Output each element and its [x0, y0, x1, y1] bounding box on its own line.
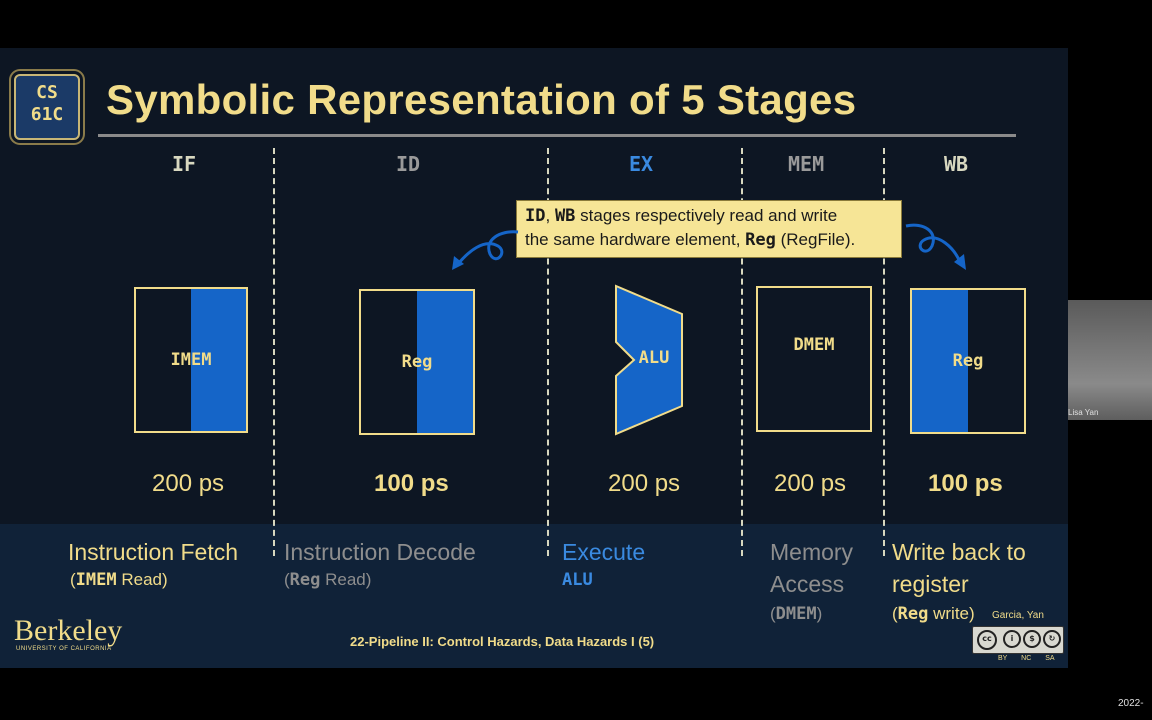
authors: Garcia, Yan — [992, 610, 1044, 621]
latency-if: 200 ps — [152, 470, 225, 497]
callout-line1: ID, WB stages respectively read and writ… — [525, 204, 893, 228]
alu-shape — [615, 284, 683, 436]
sub-wb-text: write) — [928, 604, 975, 623]
berkeley-logo: Berkeley — [14, 614, 123, 647]
callout-text2: the same hardware element, — [525, 230, 746, 249]
imem-fill — [191, 289, 246, 431]
stage-label-wb: WB — [944, 152, 969, 176]
desc-id: Instruction Decode — [284, 539, 476, 565]
bottom-band — [0, 524, 1068, 668]
divider-mem-wb — [883, 148, 885, 556]
reg-write-fill — [912, 290, 968, 432]
imem-box: IMEM — [134, 287, 248, 433]
nc-icon: $ — [1023, 630, 1041, 648]
divider-ex-mem — [741, 148, 743, 556]
reg-write-box: Reg — [910, 288, 1026, 434]
callout-text1: stages respectively read and write — [575, 206, 838, 225]
sub-id: (Reg Read) — [284, 570, 372, 590]
arrow-to-wb-icon — [905, 223, 966, 270]
stage-label-id: ID — [396, 152, 421, 176]
alu-label: ALU — [638, 348, 670, 368]
cc-circle-icon: cc — [977, 630, 997, 650]
callout-code-id: ID — [525, 206, 546, 226]
logo-text: CS 61C — [30, 82, 64, 125]
desc-if: Instruction Fetch — [68, 539, 239, 565]
slide-title: Symbolic Representation of 5 Stages — [106, 76, 857, 123]
callout-code-wb: WB — [554, 206, 576, 226]
callout-code-reg: Reg — [745, 230, 776, 250]
title-rule — [98, 134, 1016, 137]
by-icon: i — [1003, 630, 1021, 648]
sub-wb: (Reg write) — [892, 604, 975, 624]
desc-mem-line1: Memory — [770, 539, 854, 565]
cs61c-logo: CS 61C — [14, 74, 80, 140]
sa-icon: ↻ — [1043, 630, 1061, 648]
sub-ex: ALU — [562, 570, 593, 590]
reg-write-label: Reg — [952, 351, 984, 371]
sub-ex-code: ALU — [562, 570, 593, 590]
sub-if: (IMEM Read) — [70, 570, 168, 590]
divider-id-ex — [547, 148, 549, 556]
callout-note: ID, WB stages respectively read and writ… — [516, 200, 902, 258]
corner-date: 2022- — [1118, 698, 1144, 709]
latency-mem: 200 ps — [774, 470, 847, 497]
sub-if-text: Read) — [116, 570, 168, 589]
stage-label-ex: EX — [629, 152, 654, 176]
stage-label-mem: MEM — [788, 152, 825, 176]
sub-mem: (DMEM) — [770, 604, 823, 624]
imem-label: IMEM — [170, 350, 212, 370]
sub-mem-text: ) — [816, 604, 823, 623]
arrow-to-id-icon — [452, 230, 519, 270]
reg-read-label: Reg — [401, 352, 433, 372]
latency-ex: 200 ps — [608, 470, 681, 497]
cc-license-icon: cc i $ ↻ — [972, 626, 1064, 654]
desc-ex: Execute — [562, 539, 646, 565]
reg-read-box: Reg — [359, 289, 475, 435]
latency-wb: 100 ps — [928, 470, 1003, 497]
webcam-name: Lisa Yan — [1068, 408, 1099, 417]
sub-if-code: IMEM — [75, 570, 117, 590]
latency-id: 100 ps — [374, 470, 449, 497]
webcam-feed — [1068, 300, 1152, 420]
callout-line2: the same hardware element, Reg (RegFile)… — [525, 228, 893, 252]
cc-tags: BY NC SA — [998, 655, 1055, 662]
sub-id-code: Reg — [289, 570, 321, 590]
dmem-box: DMEM — [756, 286, 872, 432]
berkeley-subtitle: UNIVERSITY OF CALIFORNIA — [16, 646, 112, 652]
sub-id-text: Read) — [320, 570, 372, 589]
desc-wb-line1: Write back to — [892, 539, 1026, 565]
lecture-footer: 22-Pipeline II: Control Hazards, Data Ha… — [350, 634, 655, 649]
sub-wb-code: Reg — [897, 604, 929, 624]
divider-if-id — [273, 148, 275, 556]
desc-wb-line2: register — [892, 571, 969, 597]
callout-sep: , — [545, 206, 555, 225]
desc-mem-line2: Access — [770, 571, 845, 597]
dmem-label: DMEM — [793, 334, 835, 355]
stage-label-if: IF — [172, 152, 197, 176]
slide: CS 61C Symbolic Representation of 5 Stag… — [0, 48, 1068, 668]
callout-text3: (RegFile). — [775, 230, 856, 249]
sub-mem-code: DMEM — [775, 604, 817, 624]
reg-read-fill — [417, 291, 473, 433]
